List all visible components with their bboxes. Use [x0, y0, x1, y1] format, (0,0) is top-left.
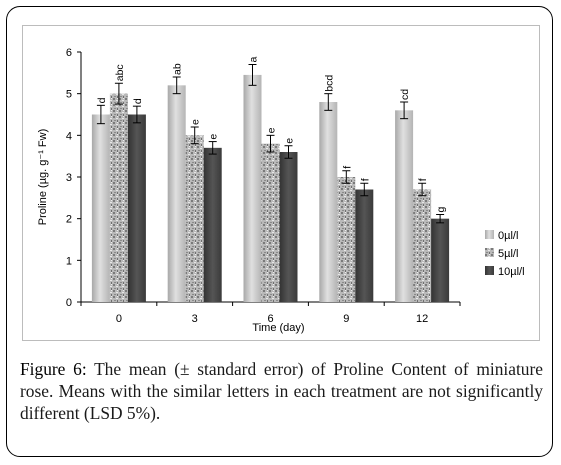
bar [337, 177, 356, 302]
caption-label: Figure 6: [20, 359, 87, 379]
chart-area: 0 1 2 3 4 5 6 0 3 6 9 12 Time (day) Proline (µg. g⁻¹ … [22, 25, 540, 341]
x-tick-label: 9 [343, 313, 349, 325]
significance-letter: a [248, 57, 260, 63]
significance-letter: abc [114, 64, 126, 81]
significance-letter: e [208, 134, 220, 140]
bar [319, 102, 338, 302]
bar [91, 114, 110, 302]
figure-caption: Figure 6: The mean (± standard error) of… [20, 358, 543, 424]
y-tick-label: 0 [66, 297, 72, 309]
caption-text: The mean (± standard error) of Proline C… [20, 359, 543, 423]
bar [203, 147, 222, 302]
significance-letter: d [132, 98, 144, 104]
x-tick-label: 3 [192, 313, 198, 325]
bar [279, 152, 298, 302]
bar [185, 135, 204, 302]
y-tick-label: 5 [66, 89, 72, 101]
significance-letter: f [341, 166, 353, 169]
bar [413, 189, 432, 302]
legend-swatch [485, 230, 494, 239]
x-axis-title: Time (day) [252, 322, 304, 334]
legend-label: 10µl/l [498, 266, 525, 278]
significance-letter: e [284, 138, 296, 144]
significance-letter: e [190, 119, 202, 125]
significance-letter: g [435, 207, 447, 213]
bar [395, 110, 414, 302]
significance-letter: cd [399, 89, 411, 100]
y-axis-title: Proline (µg. g⁻¹ Fw) [37, 129, 49, 226]
bar [109, 93, 128, 303]
bar [261, 143, 280, 302]
bar [355, 189, 374, 302]
x-tick-label: 0 [116, 313, 122, 325]
y-tick-label: 2 [66, 214, 72, 226]
bar [431, 218, 450, 302]
legend-swatch [485, 266, 494, 275]
y-tick-label: 4 [66, 130, 72, 142]
legend-label: 0µl/l [498, 230, 518, 242]
significance-letter: d [96, 97, 108, 103]
significance-letter: e [266, 127, 278, 133]
legend: 0µl/l 5µl/l 10µl/l [485, 230, 525, 278]
y-tick-label: 1 [66, 255, 72, 267]
bar [243, 74, 262, 302]
significance-letter: bcd [323, 75, 335, 92]
legend-swatch [485, 248, 494, 257]
x-tick-label: 6 [267, 313, 273, 325]
bar [127, 114, 146, 302]
bar [167, 85, 186, 302]
y-tick-label: 6 [66, 47, 72, 59]
legend-label: 5µl/l [498, 248, 518, 260]
significance-letter: f [417, 178, 429, 181]
x-tick-label: 12 [416, 313, 428, 325]
significance-letter: f [359, 178, 371, 181]
y-tick-label: 3 [66, 172, 72, 184]
significance-letter: ab [172, 63, 184, 75]
